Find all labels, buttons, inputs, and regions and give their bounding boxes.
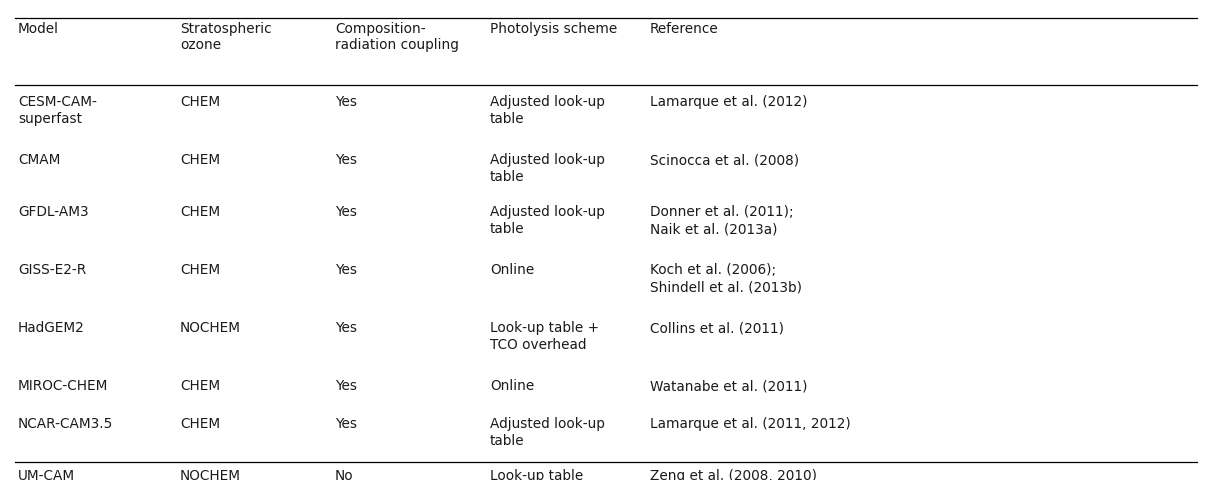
Text: CHEM: CHEM (181, 417, 221, 431)
Text: Photolysis scheme: Photolysis scheme (490, 22, 617, 36)
Text: Yes: Yes (335, 205, 358, 219)
Text: CHEM: CHEM (181, 153, 221, 167)
Text: GFDL-AM3: GFDL-AM3 (18, 205, 88, 219)
Text: NOCHEM: NOCHEM (181, 469, 241, 480)
Text: Donner et al. (2011);
Naik et al. (2013a): Donner et al. (2011); Naik et al. (2013a… (650, 205, 794, 236)
Text: Lamarque et al. (2011, 2012): Lamarque et al. (2011, 2012) (650, 417, 851, 431)
Text: GISS-E2-R: GISS-E2-R (18, 263, 86, 277)
Text: CHEM: CHEM (181, 379, 221, 393)
Text: Yes: Yes (335, 95, 358, 109)
Text: Yes: Yes (335, 417, 358, 431)
Text: HadGEM2: HadGEM2 (18, 321, 85, 335)
Text: Composition-
radiation coupling: Composition- radiation coupling (335, 22, 459, 52)
Text: Yes: Yes (335, 153, 358, 167)
Text: Scinocca et al. (2008): Scinocca et al. (2008) (650, 153, 799, 167)
Text: CHEM: CHEM (181, 263, 221, 277)
Text: No: No (335, 469, 354, 480)
Text: Look-up table +
TCO overhead: Look-up table + TCO overhead (490, 321, 599, 352)
Text: Koch et al. (2006);
Shindell et al. (2013b): Koch et al. (2006); Shindell et al. (201… (650, 263, 802, 294)
Text: Reference: Reference (650, 22, 719, 36)
Text: CESM-CAM-
superfast: CESM-CAM- superfast (18, 95, 97, 126)
Text: Look-up table: Look-up table (490, 469, 583, 480)
Text: CHEM: CHEM (181, 95, 221, 109)
Text: Yes: Yes (335, 321, 358, 335)
Text: Online: Online (490, 379, 534, 393)
Text: Yes: Yes (335, 379, 358, 393)
Text: Yes: Yes (335, 263, 358, 277)
Text: Stratospheric
ozone: Stratospheric ozone (181, 22, 271, 52)
Text: Adjusted look-up
table: Adjusted look-up table (490, 205, 605, 236)
Text: UM-CAM: UM-CAM (18, 469, 75, 480)
Text: Adjusted look-up
table: Adjusted look-up table (490, 95, 605, 126)
Text: Adjusted look-up
table: Adjusted look-up table (490, 153, 605, 184)
Text: Lamarque et al. (2012): Lamarque et al. (2012) (650, 95, 807, 109)
Text: NCAR-CAM3.5: NCAR-CAM3.5 (18, 417, 114, 431)
Text: Watanabe et al. (2011): Watanabe et al. (2011) (650, 379, 807, 393)
Text: Zeng et al. (2008, 2010): Zeng et al. (2008, 2010) (650, 469, 817, 480)
Text: MIROC-CHEM: MIROC-CHEM (18, 379, 108, 393)
Text: CMAM: CMAM (18, 153, 61, 167)
Text: NOCHEM: NOCHEM (181, 321, 241, 335)
Text: Online: Online (490, 263, 534, 277)
Text: Collins et al. (2011): Collins et al. (2011) (650, 321, 784, 335)
Text: Model: Model (18, 22, 59, 36)
Text: Adjusted look-up
table: Adjusted look-up table (490, 417, 605, 448)
Text: CHEM: CHEM (181, 205, 221, 219)
